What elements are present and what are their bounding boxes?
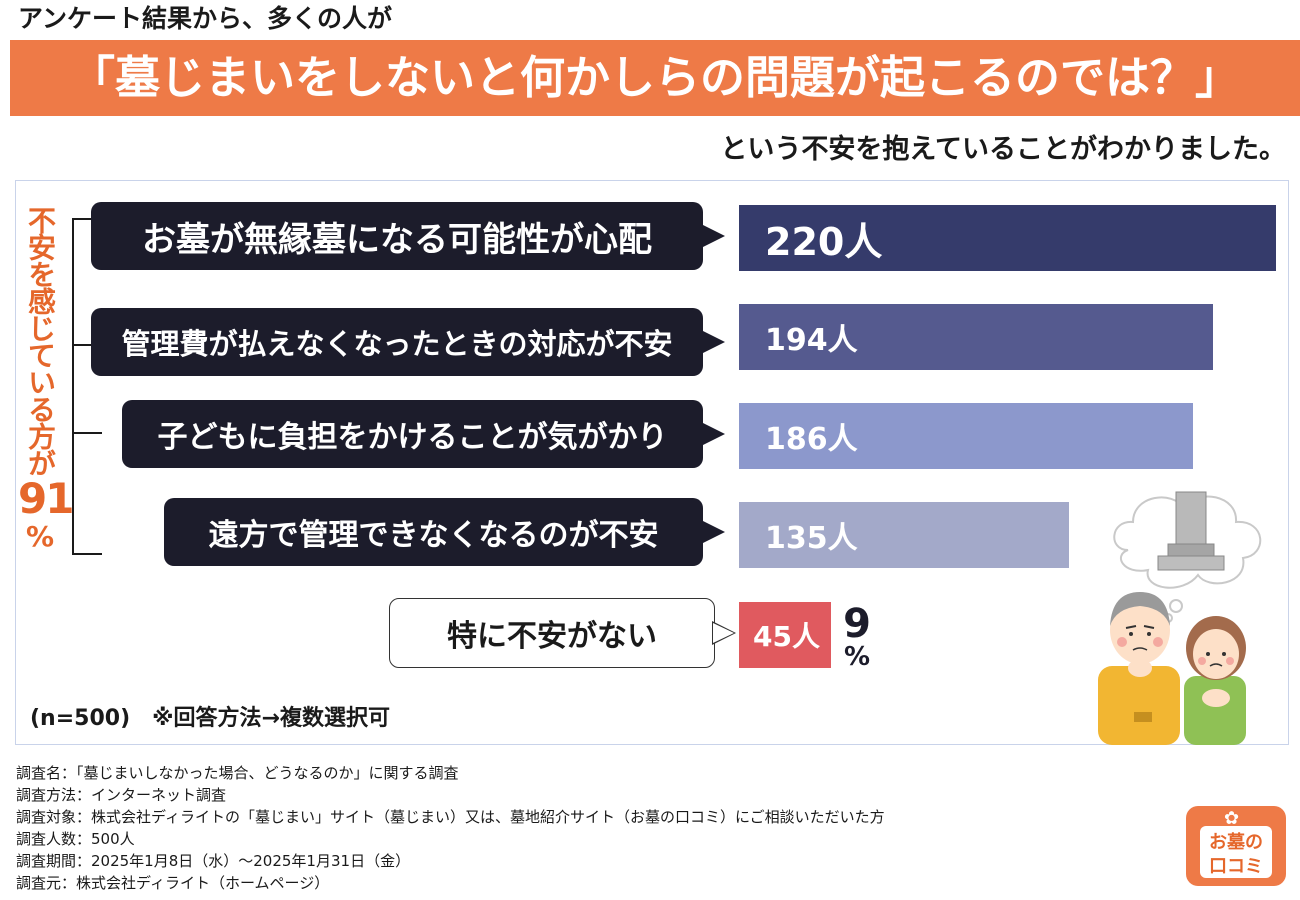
bar-value-label: 220人 (765, 219, 883, 264)
category-bubble: 管理費が払えなくなったときの対応が不安 (91, 308, 725, 376)
headline: 「墓じまいをしないと何かしらの問題が起こるのでは？」 (69, 51, 1240, 104)
survey-target: 調査対象：株式会社ディライトの「墓じまい」サイト（墓じまい）又は、墓地紹介サイト… (16, 808, 885, 826)
bracket-tick (72, 218, 92, 220)
bracket-line (72, 218, 74, 554)
bracket-tick (72, 432, 102, 434)
survey-count: 調査人数：500人 (16, 830, 135, 848)
bar: 45人 (739, 602, 831, 668)
category-bubble: 子どもに負担をかけることが気がかり (122, 400, 725, 468)
category-bubble: 遠方で管理できなくなるのが不安 (164, 498, 725, 566)
survey-period: 調査期間：2025年1月8日（水）〜2025年1月31日（金） (16, 852, 411, 870)
category-label: 管理費が払えなくなったときの対応が不安 (121, 327, 673, 361)
bar: 194人 (739, 304, 1213, 370)
logo-inner: お墓の 口コミ (1200, 826, 1272, 878)
no-worry-percent: 9 % (842, 604, 872, 670)
logo-line2: 口コミ (1209, 856, 1263, 877)
survey-source: 調査元：株式会社ディライト（ホームページ） (16, 874, 330, 892)
bracket-tick (72, 344, 92, 346)
sample-note: (n=500) ※回答方法→複数選択可 (30, 706, 390, 731)
side-label-percent: 91 (18, 474, 74, 523)
survey-name: 調査名：「墓じまいしなかった場合、どうなるのか」に関する調査 (16, 764, 459, 782)
bar-value-label: 135人 (765, 521, 858, 556)
headline-banner (10, 40, 1300, 116)
category-bubble: 特に不安がない (389, 598, 736, 668)
category-label: お墓が無縁墓になる可能性が心配 (142, 219, 652, 260)
category-label: 子どもに負担をかけることが気がかり (157, 420, 668, 455)
bar: 220人 (739, 205, 1276, 271)
bar-value-label: 45人 (753, 620, 820, 653)
man-icon (1098, 592, 1180, 745)
category-bubble: お墓が無縁墓になる可能性が心配 (91, 202, 725, 270)
ribbon-icon: ✿ (1224, 808, 1240, 829)
no-worry-percent-unit: % (843, 642, 871, 672)
bar-value-label: 186人 (765, 422, 858, 457)
bar: 186人 (739, 403, 1193, 469)
survey-meta: 調査名：「墓じまいしなかった場合、どうなるのか」に関する調査 調査方法：インター… (16, 762, 885, 894)
lead-text: アンケート結果から、多くの人が (18, 4, 393, 33)
bar: 135人 (739, 502, 1069, 568)
category-label: 特に不安がない (447, 619, 657, 654)
side-label: 不安を感じている方が 91 % (18, 206, 74, 553)
survey-method: 調査方法：インターネット調査 (16, 786, 227, 804)
logo-line1: お墓の (1209, 832, 1263, 853)
bracket-tick (72, 553, 102, 555)
no-worry-percent-value: 9 (843, 601, 871, 647)
subline: という不安を抱えていることがわかりました。 (720, 134, 1286, 165)
woman-icon (1184, 616, 1246, 745)
worried-couple-illustration (1098, 491, 1262, 745)
ohaka-no-kuchikomi-logo: ✿ お墓の 口コミ (1186, 806, 1286, 886)
category-label: 遠方で管理できなくなるのが不安 (208, 518, 659, 553)
bar-value-label: 194人 (765, 323, 858, 358)
side-label-text: 不安を感じている方が (24, 206, 57, 476)
side-label-percent-unit: % (25, 520, 55, 553)
thought-bubble-icon (1113, 491, 1262, 623)
